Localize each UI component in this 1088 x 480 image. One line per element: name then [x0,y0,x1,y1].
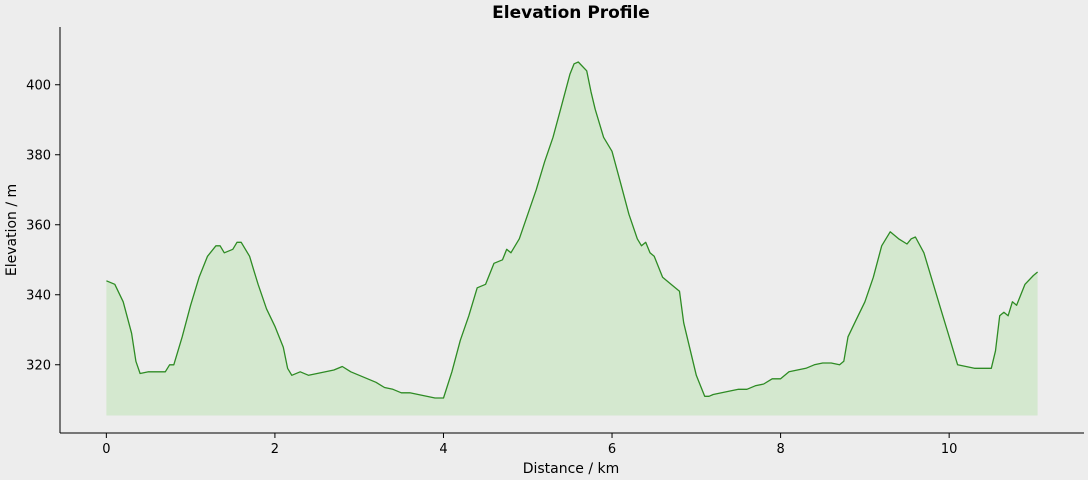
y-tick-label: 400 [26,78,51,93]
x-tick-label: 6 [608,442,616,457]
elevation-area-fill [106,62,1038,416]
y-axis-title: Elevation / m [4,184,20,276]
x-axis-ticks: 0 2 4 6 8 10 [102,433,957,457]
x-tick-label: 4 [439,442,447,457]
y-tick-label: 340 [26,288,51,303]
x-axis-title: Distance / km [523,461,620,477]
chart-title: Elevation Profile [492,3,650,23]
y-tick-label: 380 [26,148,51,163]
x-tick-label: 0 [102,442,110,457]
x-tick-label: 10 [941,442,958,457]
elevation-line [106,61,1039,399]
y-axis-ticks: 320 340 360 380 400 [26,78,60,373]
x-tick-label: 8 [776,442,784,457]
y-tick-label: 320 [26,358,51,373]
y-tick-label: 360 [26,218,51,233]
x-tick-label: 2 [271,442,279,457]
plot-area [106,61,1039,416]
